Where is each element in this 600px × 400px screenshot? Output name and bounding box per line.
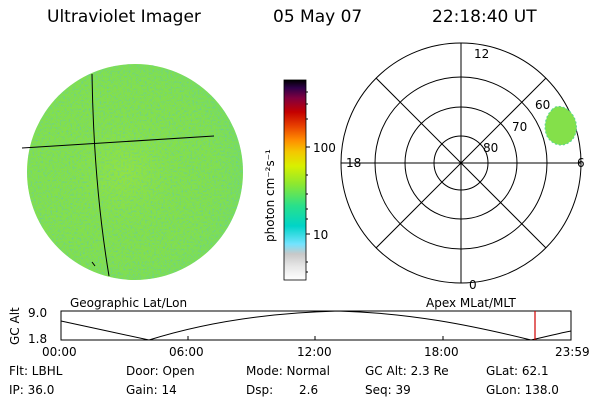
mlt-label-6: 6 [577,156,585,170]
altitude-ytick-1-8: 1.8 [28,332,48,346]
door-info: Door: Open [126,364,195,378]
altitude-xtick-0000: 00:00 [42,345,77,359]
altitude-x-ticks [60,336,572,340]
mlt-label-12: 12 [474,47,490,61]
altitude-xtick-1800: 18:00 [424,345,459,359]
lat-label-70: 70 [512,120,528,134]
colorbar-tick-10: 10 [313,228,329,242]
gain-info: Gain: 14 [126,383,177,397]
ip-info: IP: 36.0 [9,383,55,397]
lat-label-60: 60 [535,98,551,112]
time-label: 22:18:40 UT [432,7,537,27]
apex-caption: Apex MLat/MLT [426,296,516,310]
mlt-label-18: 18 [346,156,362,170]
lat-label-80: 80 [483,141,499,155]
date-label: 05 May 07 [273,7,363,27]
mode-info: Mode: Normal [246,364,330,378]
dsp-label: Dsp: [246,383,274,397]
altitude-xtick-0600: 06:00 [169,345,204,359]
colorbar-ticks [306,91,310,273]
altitude-curve [60,310,572,341]
polar-grid [340,42,582,284]
altitude-xtick-1200: 12:00 [297,345,332,359]
filter-info: Flt: LBHL [9,364,63,378]
colorbar-tick-100: 100 [313,141,336,155]
mlt-label-0: 0 [469,278,477,292]
earth-disk-image [27,64,243,280]
altitude-plot-frame [60,310,572,341]
dsp-value: 2.6 [299,383,319,397]
instrument-title: Ultraviolet Imager [47,7,201,27]
geographic-caption: Geographic Lat/Lon [70,296,188,310]
glon-info: GLon: 138.0 [486,383,559,397]
altitude-xtick-2359: 23:59 [555,345,590,359]
altitude-ylabel: GC Alt [8,307,22,345]
aurora-blob [544,105,577,146]
altitude-ytick-9: 9.0 [28,306,48,320]
glat-info: GLat: 62.1 [486,364,549,378]
colorbar [283,79,307,281]
geographic-grid-lines [21,73,215,277]
seq-info: Seq: 39 [365,383,411,397]
colorbar-unit-label: photon cm⁻²s⁻¹ [263,149,277,242]
gc-alt-info: GC Alt: 2.3 Re [365,364,449,378]
